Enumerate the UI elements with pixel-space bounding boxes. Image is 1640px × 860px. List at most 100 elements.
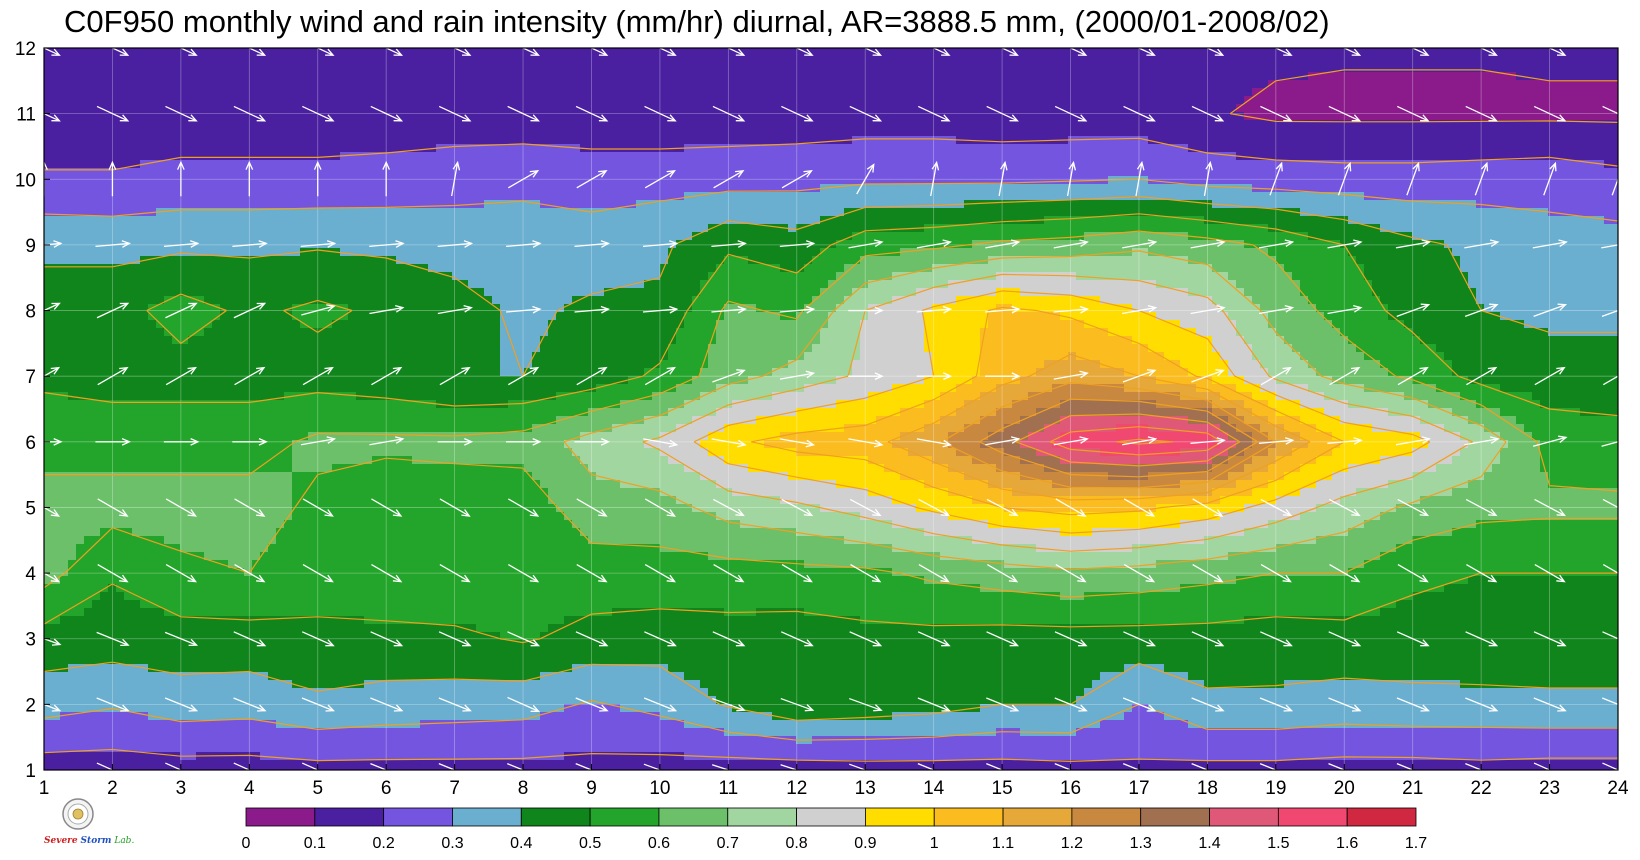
- wind-arrow: [1260, 105, 1293, 122]
- wind-arrow: [917, 697, 951, 712]
- x-tick-label: 3: [176, 778, 187, 799]
- wind-arrow: [164, 697, 199, 712]
- wind-arrow: [506, 240, 542, 248]
- wind-arrow: [986, 498, 1019, 517]
- wind-arrow: [1464, 239, 1500, 249]
- wind-arrow: [165, 302, 198, 319]
- x-tick-label: 15: [992, 778, 1013, 799]
- colorbar-label: 1.3: [1130, 835, 1152, 852]
- wind-arrow: [1406, 161, 1420, 196]
- wind-arrow: [507, 105, 540, 122]
- wind-arrow: [369, 240, 405, 248]
- wind-arrow: [1534, 564, 1566, 583]
- wind-arrow: [301, 304, 336, 316]
- wind-arrow: [165, 564, 197, 583]
- wind-arrow: [779, 438, 816, 448]
- wind-arrow: [1533, 303, 1567, 317]
- colorbar-swatch: [314, 807, 385, 827]
- wind-arrow: [164, 631, 199, 647]
- chart-title: C0F950 monthly wind and rain intensity (…: [64, 4, 1330, 39]
- colorbar-swatch: [658, 807, 729, 827]
- wind-arrow: [1260, 498, 1293, 517]
- grid-lines: [43, 47, 1619, 771]
- wind-arrow: [1464, 303, 1499, 317]
- wind-arrow: [1192, 564, 1224, 583]
- x-tick-label: 11: [718, 778, 738, 799]
- wind-arrow: [1191, 105, 1225, 122]
- wind-arrow: [1465, 697, 1499, 712]
- x-tick-label: 2: [107, 778, 118, 799]
- wind-arrow: [232, 240, 268, 248]
- y-tick-label: 1: [25, 761, 36, 782]
- wind-arrow: [507, 696, 541, 712]
- wind-arrow: [97, 564, 129, 583]
- wind-arrow: [1258, 239, 1295, 249]
- wind-arrow: [1190, 437, 1226, 445]
- y-tick-label: 4: [25, 564, 36, 585]
- wind-arrow: [1329, 366, 1361, 386]
- wind-arrow: [1190, 304, 1226, 315]
- wind-arrow: [439, 564, 471, 583]
- x-tick-label: 6: [381, 778, 392, 799]
- wind-arrow: [712, 631, 746, 647]
- wind-arrow: [1055, 498, 1087, 517]
- wind-arrow: [779, 305, 816, 314]
- contour-line: [43, 137, 1619, 762]
- wind-arrow: [1203, 160, 1213, 197]
- wind-arrow: [370, 697, 404, 712]
- wind-arrow: [986, 631, 1020, 647]
- wind-arrow: [1122, 239, 1158, 249]
- wind-arrow: [300, 436, 337, 446]
- wind-arrow: [1053, 370, 1089, 380]
- wind-arrow: [856, 163, 875, 195]
- wind-arrow: [1269, 161, 1283, 196]
- colorbar-swatch: [1140, 807, 1210, 827]
- wind-arrow: [438, 631, 472, 647]
- colorbar-swatch: [796, 807, 866, 827]
- x-tick-label: 16: [1060, 778, 1081, 799]
- colorbar-swatch: [1071, 807, 1142, 827]
- wind-arrow: [369, 436, 405, 446]
- wind-arrow: [438, 697, 472, 712]
- wind-arrow: [1260, 631, 1293, 647]
- colorbar-label: 1.2: [1061, 835, 1083, 852]
- wind-arrow: [1258, 437, 1295, 445]
- colorbar-swatch: [933, 807, 1004, 827]
- plot-frame: [43, 47, 1619, 771]
- wind-arrow: [1397, 366, 1429, 386]
- wind-arrow: [1327, 239, 1363, 249]
- wind-arrow: [313, 160, 322, 197]
- wind-arrow: [644, 564, 676, 583]
- wind-arrow: [1466, 366, 1498, 386]
- wind-arrow: [576, 366, 608, 386]
- x-tick-label: 17: [1128, 778, 1149, 799]
- wind-arrow: [1122, 304, 1158, 315]
- wind-arrow: [1533, 631, 1567, 647]
- wind-arrow: [916, 372, 953, 380]
- wind-arrow: [507, 366, 540, 386]
- wind-arrow: [302, 105, 335, 122]
- wind-arrow: [711, 438, 747, 448]
- wind-arrow: [917, 105, 951, 122]
- colorbar-swatch: [1277, 807, 1348, 827]
- wind-arrow: [1329, 564, 1361, 583]
- colorbar-label: 1.7: [1405, 835, 1427, 852]
- lab-logo: [62, 798, 94, 830]
- wind-arrow: [713, 498, 745, 517]
- colorbar-label: 1: [930, 835, 939, 852]
- colorbar-label: 0: [242, 835, 251, 852]
- wind-arrow: [644, 631, 677, 647]
- wind-arrow: [930, 160, 940, 197]
- y-tick-label: 7: [25, 367, 36, 388]
- wind-arrow: [1396, 303, 1431, 317]
- x-tick-label: 22: [1471, 778, 1492, 799]
- wind-arrow: [711, 305, 747, 314]
- wind-arrow: [165, 498, 197, 517]
- x-tick-label: 5: [312, 778, 323, 799]
- contour-line: [43, 195, 1618, 721]
- wind-arrow: [1260, 564, 1292, 583]
- colorbar-swatch: [1002, 807, 1073, 827]
- x-tick-label: 20: [1334, 778, 1355, 799]
- wind-arrow: [234, 498, 266, 517]
- wind-arrow: [1464, 436, 1500, 446]
